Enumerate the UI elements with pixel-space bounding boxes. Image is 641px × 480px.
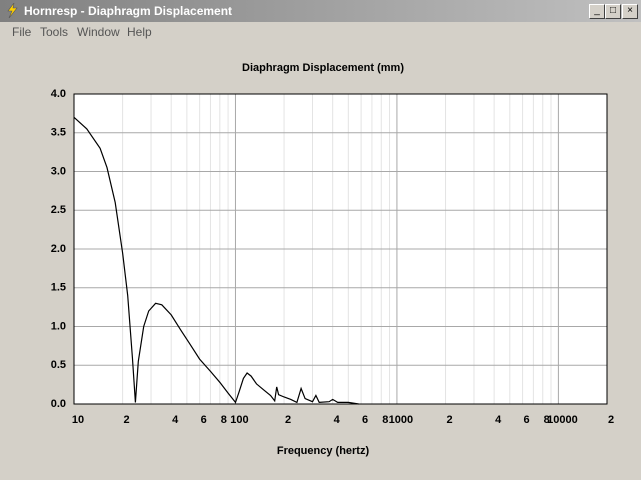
x-tick-label: 8 [544, 414, 550, 426]
x-tick-label: 2 [608, 414, 614, 426]
x-tick-label: 2 [124, 414, 130, 426]
x-tick-label: 6 [201, 414, 207, 426]
window-title: Hornresp - Diaphragm Displacement [24, 4, 233, 18]
x-tick-label: 10000 [547, 414, 578, 426]
x-tick-label: 8 [382, 414, 388, 426]
y-tick-label: 2.5 [51, 204, 66, 216]
y-tick-label: 1.5 [51, 282, 66, 294]
x-tick-label: 4 [334, 414, 341, 426]
x-tick-label: 1000 [389, 414, 413, 426]
y-tick-label: 1.0 [51, 320, 66, 332]
data-line [73, 116, 359, 405]
x-tick-label: 10 [72, 414, 84, 426]
title-bar: Hornresp - Diaphragm Displacement _ □ × [0, 0, 641, 22]
maximize-button[interactable]: □ [605, 4, 621, 19]
menu-item[interactable]: Help [127, 25, 152, 39]
y-tick-label: 3.0 [51, 165, 66, 177]
close-button[interactable]: × [622, 4, 638, 19]
x-axis-label: Frequency (hertz) [277, 445, 370, 457]
y-tick-label: 4.0 [51, 88, 66, 100]
y-tick-label: 0.0 [51, 398, 66, 410]
chart-title: Diaphragm Displacement (mm) [242, 62, 404, 74]
menu-item[interactable]: File [12, 25, 32, 39]
y-tick-label: 2.0 [51, 243, 66, 255]
minimize-button[interactable]: _ [589, 4, 605, 19]
x-tick-label: 100 [230, 414, 248, 426]
x-tick-label: 2 [446, 414, 452, 426]
x-tick-label: 2 [285, 414, 291, 426]
x-tick-label: 6 [362, 414, 368, 426]
plot-border [73, 93, 608, 405]
y-tick-label: 0.5 [51, 359, 66, 371]
x-tick-label: 8 [221, 414, 227, 426]
menu-item[interactable]: Tools [40, 25, 69, 39]
x-tick-label: 6 [524, 414, 530, 426]
menu-item[interactable]: Window [77, 25, 120, 39]
y-tick-label: 3.5 [51, 127, 66, 139]
x-tick-label: 4 [495, 414, 502, 426]
x-tick-label: 4 [172, 414, 179, 426]
app-icon [7, 3, 18, 18]
